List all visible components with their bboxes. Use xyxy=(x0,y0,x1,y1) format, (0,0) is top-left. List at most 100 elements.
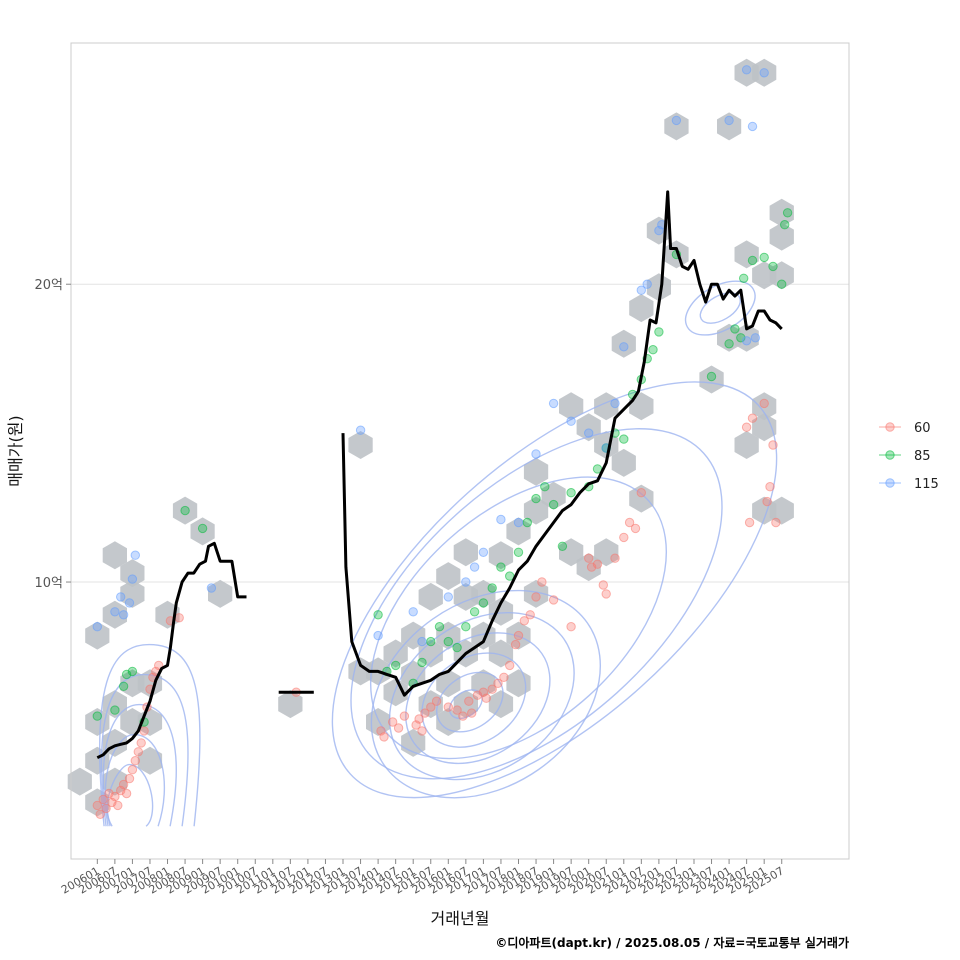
data-point-85 xyxy=(443,636,453,647)
hexbin-cell xyxy=(629,484,654,513)
panel-border xyxy=(70,42,850,860)
data-point-85 xyxy=(759,252,769,263)
hexbin-cell xyxy=(102,767,127,796)
data-point-115 xyxy=(619,342,629,352)
legend-key-point xyxy=(885,422,895,432)
hexbin-cell xyxy=(436,621,461,650)
density-contour xyxy=(699,292,741,324)
hexbin-cell xyxy=(85,621,110,650)
hexbin-cell xyxy=(629,392,654,421)
data-point-60 xyxy=(747,413,758,423)
data-point-115 xyxy=(130,550,141,560)
data-point-115 xyxy=(478,547,489,557)
hexbin-layer xyxy=(67,58,794,817)
data-point-115 xyxy=(759,68,769,78)
y-axis-title: 매매가(원) xyxy=(6,415,25,486)
hexbin-cell xyxy=(734,323,759,352)
hexbin-cell xyxy=(594,538,619,567)
hexbin-cell xyxy=(664,112,689,141)
hexbin-cell xyxy=(120,579,145,608)
data-point-60 xyxy=(110,791,120,802)
data-point-115 xyxy=(461,577,471,587)
density-contour xyxy=(388,611,575,781)
data-point-60 xyxy=(127,765,138,775)
data-point-60 xyxy=(417,726,427,736)
legend-key-point xyxy=(885,450,895,460)
hexbin-cell xyxy=(734,240,759,269)
data-point-115 xyxy=(671,115,682,126)
hexbin-cell xyxy=(208,579,233,608)
density-contour xyxy=(370,589,602,799)
data-point-60 xyxy=(765,482,775,492)
data-point-60 xyxy=(610,553,620,563)
data-point-60 xyxy=(487,684,497,694)
hexbin-cell xyxy=(436,708,461,736)
data-point-85 xyxy=(739,273,749,283)
data-point-115 xyxy=(110,607,120,617)
hexbin-cell xyxy=(67,767,92,796)
data-point-85 xyxy=(619,434,629,444)
data-point-115 xyxy=(496,514,506,525)
data-point-115 xyxy=(724,115,734,126)
data-point-85 xyxy=(92,711,103,721)
data-point-85 xyxy=(768,261,778,272)
hexbin-cell xyxy=(576,413,601,442)
data-point-85 xyxy=(373,610,383,620)
y-axis: 10억 20억 xyxy=(34,278,71,591)
hexbin-cell xyxy=(699,365,724,394)
data-point-85 xyxy=(648,345,658,355)
data-point-115 xyxy=(642,279,652,289)
density-contour xyxy=(100,673,189,827)
data-point-60 xyxy=(481,693,491,703)
hexbin-cell xyxy=(576,553,601,582)
data-point-85 xyxy=(706,371,717,382)
hexbin-cell xyxy=(646,273,671,302)
data-point-115 xyxy=(127,574,138,584)
hexbin-cell xyxy=(348,431,373,459)
data-point-60 xyxy=(431,696,442,706)
data-point-60 xyxy=(630,523,641,534)
data-point-60 xyxy=(467,708,477,718)
data-point-85 xyxy=(417,657,427,668)
y-tick-label: 10억 xyxy=(34,576,63,591)
data-point-85 xyxy=(426,636,436,647)
hexbin-cell xyxy=(418,582,443,611)
data-point-85 xyxy=(197,523,208,534)
hexbin-cell xyxy=(102,690,127,719)
data-point-60 xyxy=(388,717,398,727)
data-point-60 xyxy=(741,422,752,432)
data-point-115 xyxy=(741,65,752,75)
data-point-85 xyxy=(496,562,506,572)
data-point-60 xyxy=(95,809,105,819)
data-point-60 xyxy=(464,696,474,706)
data-point-60 xyxy=(98,794,108,805)
hexbin-cell xyxy=(611,448,636,477)
data-point-60 xyxy=(420,708,430,718)
density-contour xyxy=(99,643,201,827)
hexbin-cell xyxy=(278,690,303,719)
legend: 60 85 115 xyxy=(879,421,939,492)
data-point-60 xyxy=(139,726,149,736)
hexbin-cell xyxy=(559,538,584,567)
data-point-60 xyxy=(393,723,404,733)
data-point-85 xyxy=(654,327,664,337)
hexbin-cell xyxy=(752,58,777,87)
data-point-85 xyxy=(487,583,497,593)
data-point-85 xyxy=(513,547,524,557)
hexbin-cell xyxy=(769,198,794,227)
data-point-60 xyxy=(101,803,111,814)
data-point-60 xyxy=(174,613,184,623)
hexbin-cell xyxy=(769,496,794,525)
data-point-60 xyxy=(762,496,772,507)
hexbin-cell xyxy=(102,541,127,570)
data-point-60 xyxy=(379,732,389,742)
data-point-85 xyxy=(782,208,793,218)
trend-line-segment xyxy=(96,541,247,760)
data-point-85 xyxy=(777,279,787,289)
data-point-115 xyxy=(355,425,366,435)
data-point-60 xyxy=(113,800,123,811)
data-point-115 xyxy=(513,517,524,528)
density-contour xyxy=(102,703,177,827)
data-point-85 xyxy=(478,598,489,608)
data-point-60 xyxy=(598,580,608,590)
